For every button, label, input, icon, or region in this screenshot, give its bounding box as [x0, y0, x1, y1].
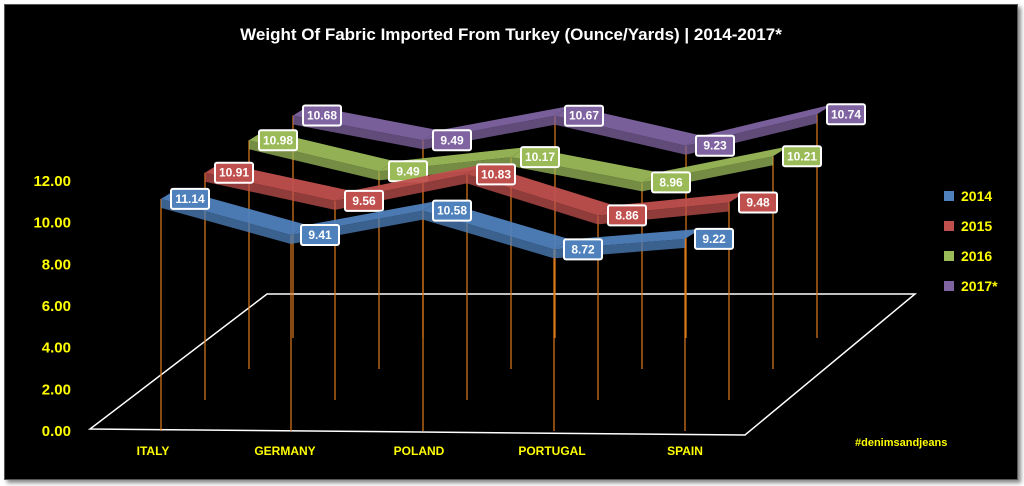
chart-title: Weight Of Fabric Imported From Turkey (O…	[240, 25, 782, 44]
data-label-box	[344, 189, 384, 212]
legend-label: 2016	[961, 248, 993, 264]
y-tick-label: 0.00	[42, 423, 71, 440]
x-category-label: GERMANY	[254, 444, 315, 458]
legend-swatch	[943, 250, 955, 262]
data-label-box	[695, 134, 735, 157]
legend-swatch	[943, 280, 955, 292]
data-label-box	[170, 187, 210, 210]
data-label-box	[826, 103, 866, 126]
data-label: 8.96	[659, 175, 683, 189]
data-label: 9.41	[308, 228, 332, 242]
data-label-box	[782, 145, 822, 168]
data-label: 9.56	[352, 194, 376, 208]
chart-plot: 0.00 2.00 4.00 6.00 8.00 10.00 12.00 ITALY GERMA…	[33, 103, 918, 458]
data-label: 9.49	[440, 133, 464, 147]
y-tick-label: 6.00	[42, 298, 71, 315]
legend-label: 2017*	[961, 278, 998, 294]
data-label-box	[563, 238, 603, 261]
legend-swatch	[943, 220, 955, 232]
data-label: 11.14	[175, 192, 205, 206]
ribbon-side	[423, 210, 554, 259]
ribbon-side	[467, 174, 598, 225]
legend-item: 2014	[943, 185, 1015, 207]
legend-label: 2014	[961, 188, 993, 204]
data-label: 9.48	[746, 196, 770, 210]
x-category-label: POLAND	[394, 444, 445, 458]
y-tick-label: 4.00	[42, 340, 71, 357]
watermark-hashtag: #denimsandjeans	[855, 437, 948, 449]
data-label-box	[214, 161, 254, 184]
data-label: 10.67	[569, 109, 599, 123]
data-label: 10.21	[787, 149, 817, 163]
data-label: 9.22	[702, 232, 726, 246]
data-label: 8.72	[571, 242, 595, 256]
data-label-box	[476, 163, 516, 186]
y-tick-label: 8.00	[42, 256, 71, 273]
data-label-box	[302, 104, 342, 127]
floor-wireframe	[87, 293, 918, 436]
data-label: 10.58	[437, 204, 467, 218]
y-tick-label: 12.00	[33, 173, 71, 190]
data-label: 9.49	[396, 164, 420, 178]
legend-label: 2015	[961, 218, 993, 234]
y-tick-label: 2.00	[42, 381, 71, 398]
legend-item: 2017*	[943, 275, 1015, 297]
legend: 2014 2015 2016 2017*	[943, 185, 1015, 305]
data-label: 10.74	[831, 107, 861, 121]
data-label: 9.23	[703, 139, 727, 153]
x-category-label: SPAIN	[667, 444, 703, 458]
data-label-box	[694, 227, 734, 250]
y-tick-label: 10.00	[33, 215, 71, 232]
data-label-box	[432, 129, 472, 152]
data-label-box	[432, 199, 472, 222]
data-label: 10.17	[525, 150, 555, 164]
data-label-box	[564, 104, 604, 127]
data-label: 8.86	[615, 208, 639, 222]
x-category-label: ITALY	[137, 444, 170, 458]
legend-swatch	[943, 190, 955, 202]
data-label-box	[738, 191, 778, 214]
chart-frame: Weight Of Fabric Imported From Turkey (O…	[4, 4, 1018, 480]
legend-item: 2015	[943, 215, 1015, 237]
data-label-box	[651, 171, 691, 194]
data-label-box	[607, 204, 647, 227]
legend-item: 2016	[943, 245, 1015, 267]
data-label: 10.98	[263, 133, 293, 147]
data-label: 10.68	[307, 109, 337, 123]
data-label-box	[300, 223, 340, 246]
data-label: 10.83	[481, 167, 511, 181]
data-label: 10.91	[219, 166, 249, 180]
data-label-box	[258, 129, 298, 152]
ribbon-side	[161, 198, 291, 244]
data-label-box	[520, 146, 560, 169]
x-category-label: PORTUGAL	[518, 444, 585, 458]
